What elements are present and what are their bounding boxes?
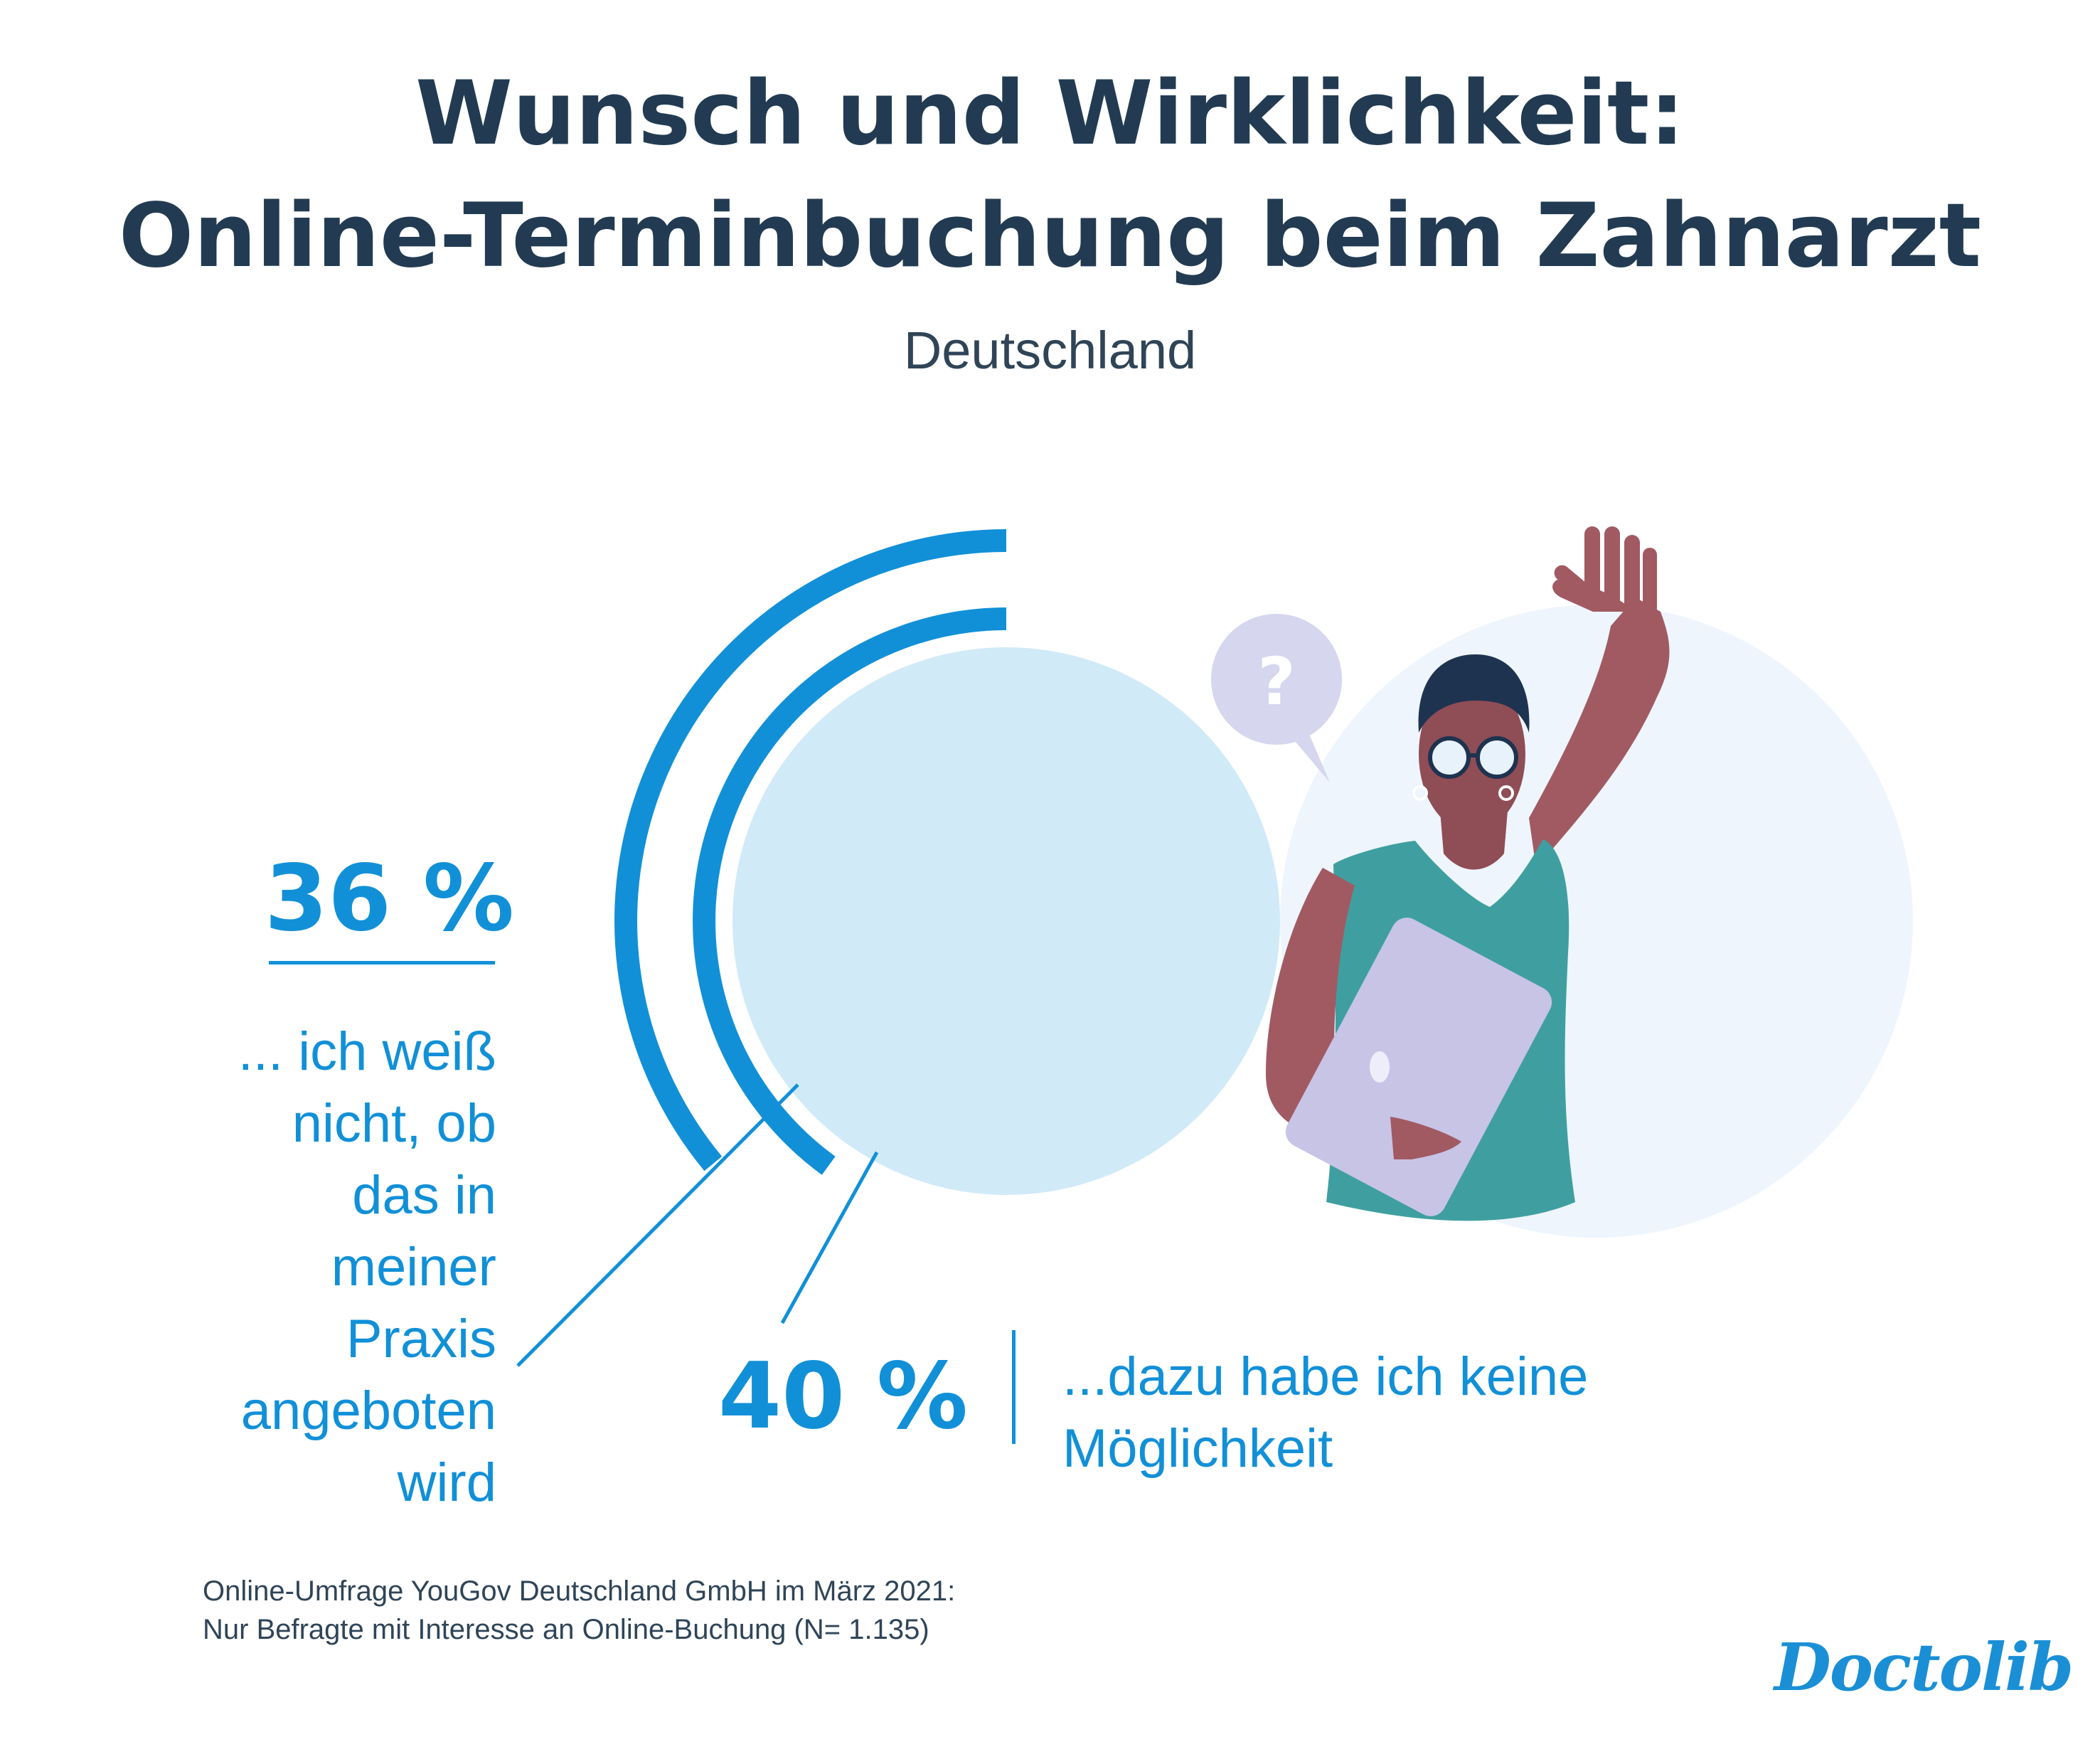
description-36-line: meiner — [331, 1237, 496, 1297]
description-36: ... ich weiß nicht, ob das in meiner Pra… — [142, 1016, 496, 1519]
description-36-line: Praxis — [346, 1309, 496, 1369]
leader-line-36 — [516, 1083, 799, 1367]
description-40: ...dazu habe ich keine Möglichkeit — [1062, 1341, 1702, 1484]
woman-raising-hand-illustration — [1266, 526, 1670, 1221]
description-36-line: wird — [397, 1452, 496, 1513]
question-mark: ? — [1257, 644, 1295, 720]
laptop-icon — [1285, 918, 1552, 1216]
description-40-line: ...dazu habe ich keine — [1062, 1346, 1589, 1407]
arc-40-percent — [693, 607, 1007, 1175]
source-line: Online-Umfrage YouGov Deutschland GmbH i… — [203, 1576, 956, 1607]
description-40-line: Möglichkeit — [1062, 1418, 1333, 1479]
question-bubble-icon: ? — [1211, 614, 1342, 782]
chart-inner-disc — [732, 647, 1280, 1195]
value-label-40: 40 % — [718, 1344, 968, 1450]
description-36-line: ... ich weiß — [238, 1021, 496, 1082]
source-note: Online-Umfrage YouGov Deutschland GmbH i… — [203, 1572, 955, 1649]
page-title-line2: Online-Terminbuchung beim Zahnarzt — [118, 185, 1982, 287]
page-title-line1: Wunsch und Wirklichkeit: — [415, 63, 1685, 165]
chart-arcs — [614, 529, 1007, 1175]
doctolib-logo: Doctolib — [1774, 1629, 2074, 1706]
description-36-line: angeboten — [240, 1381, 496, 1441]
source-line: Nur Befragte mit Interesse an Online-Buc… — [203, 1614, 929, 1645]
leader-line-40 — [780, 1151, 879, 1324]
label-divider — [1012, 1330, 1016, 1444]
description-36-line: das in — [352, 1165, 496, 1226]
value-label-36: 36 % — [265, 846, 514, 952]
arc-36-percent — [614, 529, 1007, 1171]
description-36-line: nicht, ob — [292, 1093, 496, 1154]
page-subtitle: Deutschland — [903, 321, 1197, 380]
label-underline — [269, 961, 495, 965]
